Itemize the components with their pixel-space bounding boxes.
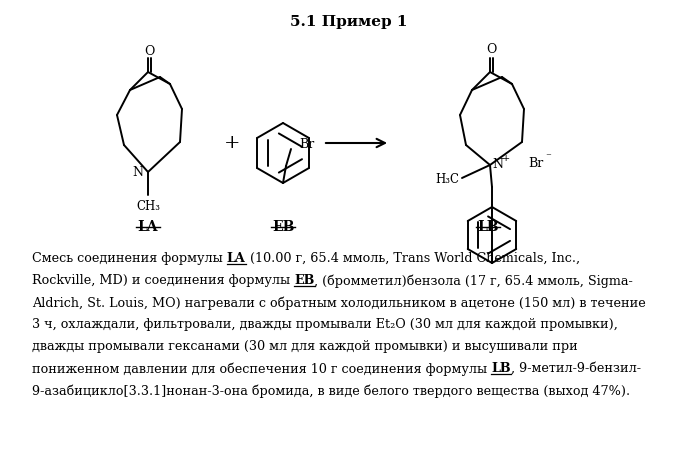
Text: дважды промывали гексанами (30 мл для каждой промывки) и высушивали при: дважды промывали гексанами (30 мл для ка… <box>32 340 578 353</box>
Text: CH₃: CH₃ <box>136 199 160 212</box>
Text: , 9-метил-9-бензил-: , 9-метил-9-бензил- <box>511 362 641 375</box>
Text: LA: LA <box>226 252 245 265</box>
Text: Смесь соединения формулы: Смесь соединения формулы <box>32 252 226 265</box>
Text: EB: EB <box>294 274 315 287</box>
Text: ⁻: ⁻ <box>545 152 551 162</box>
Text: LA: LA <box>138 220 158 234</box>
Text: 3 ч, охлаждали, фильтровали, дважды промывали Et₂O (30 мл для каждой промывки),: 3 ч, охлаждали, фильтровали, дважды пром… <box>32 318 618 331</box>
Text: Br: Br <box>299 137 315 151</box>
Text: +: + <box>224 134 240 152</box>
Text: N: N <box>133 166 143 179</box>
Text: Aldrich, St. Louis, MO) нагревали с обратным холодильником в ацетоне (150 мл) в : Aldrich, St. Louis, MO) нагревали с обра… <box>32 296 646 310</box>
Text: +: + <box>502 153 510 162</box>
Text: пониженном давлении для обеспечения 10 г соединения формулы: пониженном давлении для обеспечения 10 г… <box>32 362 491 376</box>
Text: O: O <box>144 45 154 58</box>
Text: LB: LB <box>477 220 499 234</box>
Text: , (бромметил)бензола (17 г, 65.4 ммоль, Sigma-: , (бромметил)бензола (17 г, 65.4 ммоль, … <box>315 274 633 287</box>
Text: (10.00 г, 65.4 ммоль, Trans World Chemicals, Inc.,: (10.00 г, 65.4 ммоль, Trans World Chemic… <box>245 252 579 265</box>
Text: Br: Br <box>528 157 543 169</box>
Text: N: N <box>492 158 503 171</box>
Text: LB: LB <box>491 362 511 375</box>
Text: 9-азабицикло[3.3.1]нонан-3-она бромида, в виде белого твердого вещества (выход 4: 9-азабицикло[3.3.1]нонан-3-она бромида, … <box>32 384 630 398</box>
Text: EB: EB <box>272 220 294 234</box>
Text: O: O <box>486 43 496 55</box>
Text: 5.1 Пример 1: 5.1 Пример 1 <box>290 15 408 29</box>
Text: Rockville, MD) и соединения формулы: Rockville, MD) и соединения формулы <box>32 274 294 287</box>
Text: H₃C: H₃C <box>435 173 459 186</box>
